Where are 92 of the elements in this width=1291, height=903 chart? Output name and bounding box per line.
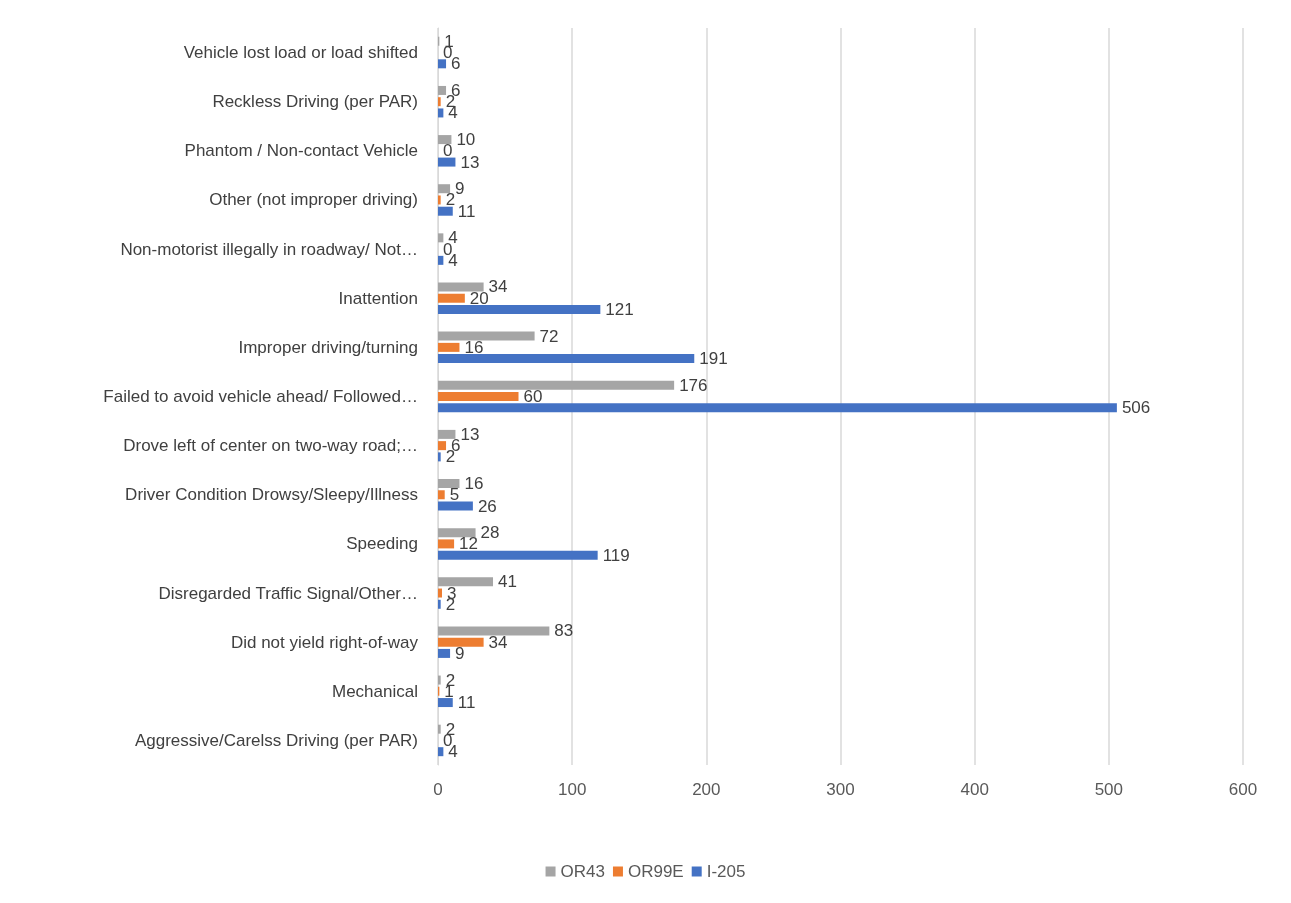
bar [438, 724, 441, 734]
bar [438, 648, 451, 658]
data-label: 12 [459, 534, 479, 554]
y-tick-label: Disregarded Traffic Signal/Other… [158, 583, 418, 603]
x-tick-label: 400 [960, 780, 989, 799]
x-tick-label: 600 [1228, 780, 1258, 799]
y-tick-label: Speeding [346, 534, 418, 554]
bar [438, 626, 550, 636]
data-label: 11 [457, 201, 476, 221]
y-tick-label: Aggressive/Carelss Driving (per PAR) [134, 730, 418, 750]
y-tick-label: Drove left of center on two-way road;… [123, 436, 418, 456]
bar [438, 255, 444, 265]
bar [438, 539, 455, 549]
bar [438, 452, 441, 462]
bar [438, 233, 444, 243]
y-tick-label: Vehicle lost load or load shifted [183, 43, 418, 63]
bar [438, 698, 453, 708]
x-tick-label: 300 [826, 780, 855, 799]
data-label: 13 [460, 152, 480, 172]
y-tick-label: Driver Condition Drowsy/Sleepy/Illness [125, 485, 418, 505]
bar [438, 195, 441, 205]
data-label: 20 [469, 288, 489, 308]
bar [438, 441, 447, 451]
bar [438, 293, 465, 303]
y-tick-label: Did not yield right-of-way [230, 632, 419, 652]
data-label: 5 [449, 485, 460, 505]
bar [438, 108, 444, 118]
data-label: 26 [477, 496, 497, 516]
data-label: 9 [455, 643, 465, 663]
bar [438, 354, 695, 364]
data-label: 11 [457, 693, 476, 713]
y-tick-label: Phantom / Non-contact Vehicle [184, 141, 418, 161]
bar [438, 282, 484, 292]
data-label: 28 [480, 523, 500, 543]
bar [438, 135, 452, 145]
bar [438, 747, 444, 757]
data-label: 34 [488, 277, 508, 297]
data-label: 41 [498, 572, 517, 592]
x-tick-label: 200 [692, 780, 721, 799]
data-label: 9 [455, 179, 465, 199]
bar [438, 97, 441, 107]
bar [438, 184, 451, 194]
bar [438, 550, 598, 560]
bar [438, 528, 476, 538]
bar [438, 157, 456, 167]
y-tick-label: Failed to avoid vehicle ahead/ Followed… [103, 387, 418, 406]
data-label: 6 [451, 54, 461, 74]
data-label: 16 [464, 474, 484, 494]
bar [438, 304, 601, 314]
data-label: 176 [679, 375, 708, 395]
data-label: 72 [539, 326, 559, 346]
bar [438, 501, 473, 511]
bar [438, 637, 484, 647]
x-tick-label: 500 [1094, 780, 1124, 799]
x-tick-label: 0 [433, 780, 443, 799]
bar [438, 403, 1117, 413]
data-label: 60 [523, 387, 543, 406]
data-label: 13 [460, 424, 480, 444]
y-tick-label: Other (not improper driving) [209, 190, 418, 210]
data-label: 16 [464, 337, 484, 357]
x-tick-label: 100 [557, 780, 587, 799]
bar [438, 577, 494, 587]
y-tick-label: Mechanical [332, 681, 418, 701]
bar [438, 490, 445, 500]
bar [438, 429, 456, 439]
bar [438, 331, 535, 341]
y-tick-label: Non-motorist illegally in roadway/ Not… [120, 239, 418, 259]
data-label: 2 [445, 190, 456, 210]
data-label: 0 [443, 141, 453, 161]
bar [438, 392, 519, 401]
bar [438, 675, 441, 685]
bar [438, 85, 447, 95]
data-label: 119 [602, 545, 630, 565]
data-label: 10 [456, 130, 476, 150]
bar [438, 588, 443, 598]
legend-label: OR43 [560, 862, 605, 881]
y-tick-label: Inattention [338, 288, 418, 308]
y-tick-label: Reckless Driving (per PAR) [212, 92, 418, 112]
bar [438, 59, 447, 69]
bar [438, 479, 460, 489]
data-label: 121 [605, 299, 634, 319]
y-tick-label: Improper driving/turning [238, 337, 418, 357]
bar [438, 380, 675, 390]
data-label: 506 [1121, 398, 1151, 418]
bar [438, 599, 441, 609]
bar [438, 206, 453, 216]
legend-label: I-205 [706, 862, 746, 881]
legend-label: OR99E [627, 862, 684, 881]
data-label: 34 [488, 632, 508, 652]
bar [438, 342, 460, 352]
data-label: 191 [699, 349, 728, 369]
data-label: 83 [554, 621, 574, 641]
